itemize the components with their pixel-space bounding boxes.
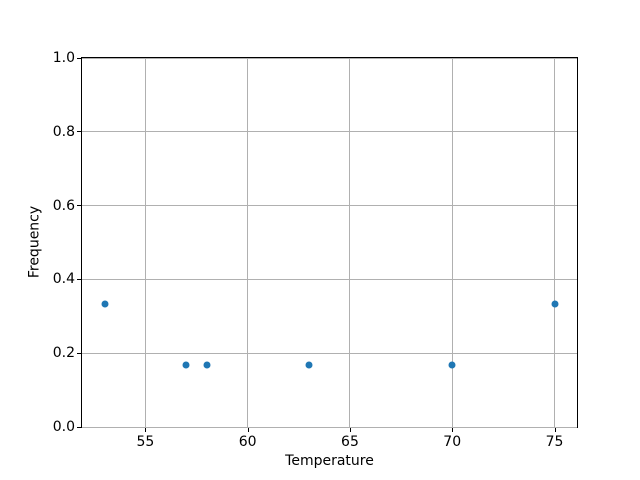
gridline-vertical bbox=[554, 58, 555, 427]
y-tick-mark bbox=[77, 57, 81, 59]
y-tick-mark bbox=[77, 426, 81, 428]
gridline-vertical bbox=[247, 58, 249, 427]
x-tick-label: 65 bbox=[341, 434, 359, 450]
y-axis-label: Frequency bbox=[26, 205, 43, 279]
gridline-horizontal bbox=[82, 426, 577, 428]
x-tick-label: 70 bbox=[443, 434, 462, 450]
gridline-horizontal bbox=[82, 205, 577, 207]
y-tick-label: 0.2 bbox=[52, 345, 75, 362]
x-tick-label: 55 bbox=[136, 434, 155, 450]
scatter-point bbox=[203, 361, 211, 369]
y-tick-mark bbox=[77, 352, 81, 354]
gridline-vertical bbox=[451, 58, 453, 427]
scatter-point bbox=[305, 361, 313, 369]
y-tick-label: 0.8 bbox=[52, 123, 75, 140]
gridline-horizontal bbox=[82, 352, 577, 354]
x-tick-mark bbox=[452, 428, 454, 432]
gridline-horizontal bbox=[82, 57, 577, 59]
y-tick-label: 0.0 bbox=[52, 419, 75, 435]
gridline-horizontal bbox=[82, 278, 577, 280]
gridline-vertical bbox=[349, 58, 351, 427]
scatter-point bbox=[182, 361, 190, 369]
x-tick-label: 60 bbox=[238, 434, 257, 450]
y-tick-label: 0.4 bbox=[52, 271, 75, 288]
plot-area bbox=[81, 57, 578, 428]
x-axis-label: Temperature bbox=[285, 453, 374, 469]
gridline-vertical bbox=[144, 58, 146, 427]
y-tick-mark bbox=[77, 205, 81, 207]
scatter-point bbox=[551, 300, 558, 308]
y-tick-mark bbox=[77, 131, 81, 133]
y-tick-label: 0.6 bbox=[52, 197, 75, 214]
x-tick-mark bbox=[554, 428, 556, 432]
y-tick-label: 1.0 bbox=[52, 50, 75, 66]
scatter-point bbox=[448, 361, 456, 369]
x-tick-mark bbox=[145, 428, 147, 432]
x-tick-mark bbox=[349, 428, 351, 432]
x-tick-mark bbox=[247, 428, 249, 432]
x-tick-label: 75 bbox=[545, 434, 564, 450]
scatter-point bbox=[101, 300, 108, 308]
y-tick-mark bbox=[77, 278, 81, 280]
gridline-horizontal bbox=[82, 131, 577, 133]
